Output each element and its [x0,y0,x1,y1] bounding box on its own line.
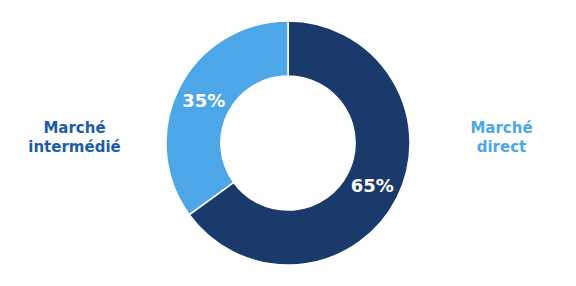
annotation: Marchéintermédié [28,119,120,156]
slice-label: 65% [351,175,394,196]
slices [166,21,410,265]
annotation: Marchédirect [470,119,532,156]
chart-svg: 65%35%MarchéintermédiéMarchédirect [0,0,576,286]
slice-label: 35% [182,90,225,111]
annotation-line: Marché [43,119,105,137]
annotation-line: direct [477,138,527,156]
annotation-line: Marché [470,119,532,137]
donut-slice [166,21,288,215]
annotation-line: intermédié [28,138,120,156]
chart-container: 65%35%MarchéintermédiéMarchédirect [0,0,576,286]
slice-labels: 65% 35% [182,90,394,197]
